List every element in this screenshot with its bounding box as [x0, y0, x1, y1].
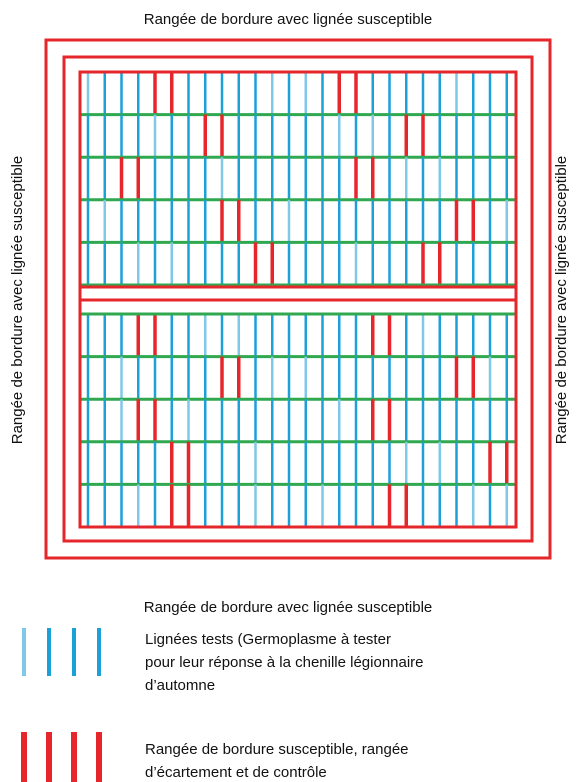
legend-test-lines — [22, 628, 101, 676]
legend-text: d’écartement et de contrôle — [145, 764, 327, 781]
plot-border — [78, 70, 518, 529]
bottom-label: Rangée de bordure avec lignée susceptibl… — [144, 599, 433, 616]
outer-border — [44, 38, 552, 560]
right-label: Rangée de bordure avec lignée susceptibl… — [553, 156, 570, 445]
top-label: Rangée de bordure avec lignée susceptibl… — [144, 11, 433, 28]
left-label: Rangée de bordure avec lignée susceptibl… — [9, 156, 26, 445]
legend-text: d’automne — [145, 677, 215, 694]
legend-text: Lignées tests (Germoplasme à tester — [145, 631, 391, 648]
inner-border — [62, 55, 534, 543]
legend-border-lines — [21, 732, 102, 782]
plot — [80, 70, 516, 529]
legend-text: Rangée de bordure susceptible, rangée — [145, 741, 409, 758]
legend-text: pour leur réponse à la chenille légionna… — [145, 654, 424, 671]
